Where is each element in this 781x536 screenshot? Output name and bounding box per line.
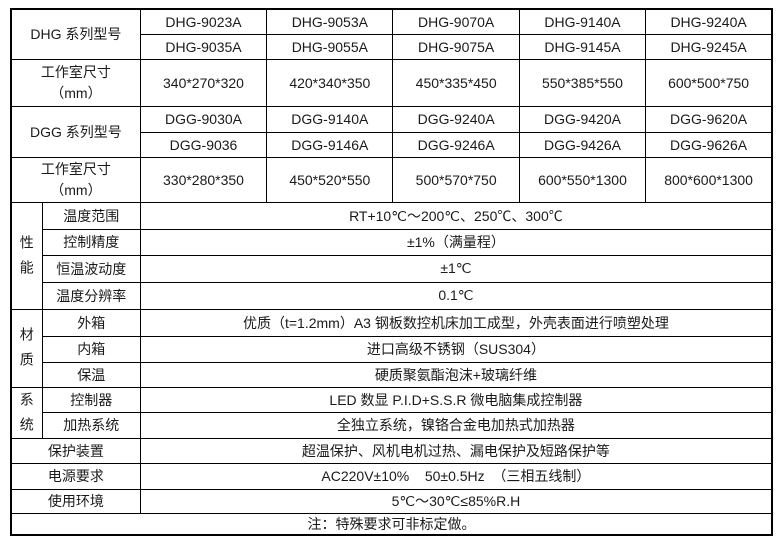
dgg-size-header: 工作室尺寸 （mm） [10,156,141,203]
dhg-model-cell: DHG-9145A [518,33,647,60]
dhg-model-cell: DHG-9055A [266,33,394,60]
dgg-model-cell: DGG-9240A [392,105,520,133]
dgg-model-cell: DGG-9246A [392,131,520,158]
spec-name-cell: 加热系统 [41,411,141,439]
dgg-size-cell: 800*600*1300 [645,156,773,203]
dhg-series-header: DHG 系列型号 [10,8,141,60]
spec-name-cell: 电源要求 [10,462,141,490]
spec-value-cell: 全独立系统，镍铬合金电加热式加热器 [139,411,773,439]
size-header-line2: （mm） [50,181,102,198]
group-label-material: 材质 [10,308,43,388]
spec-value-cell: LED 数显 P.I.D+S.S.R 微电脑集成控制器 [139,386,773,413]
dhg-size-cell: 550*385*550 [518,58,647,107]
dgg-model-cell: DGG-9140A [266,105,394,133]
dhg-model-cell: DHG-9070A [392,8,520,35]
spec-name-cell: 使用环境 [10,488,141,514]
dhg-size-header: 工作室尺寸 （mm） [10,58,141,107]
group-label-text: 性能 [18,234,35,285]
spec-name-cell: 恒温波动度 [41,254,141,283]
spec-value-cell: 5℃～30℃≤85%R.H [139,488,773,514]
spec-name-cell: 外箱 [41,308,141,337]
spec-name-cell: 控制精度 [41,228,141,256]
dhg-model-cell: DHG-9245A [645,33,773,60]
dgg-series-header: DGG 系列型号 [10,105,141,158]
spec-name-cell: 内箱 [41,335,141,363]
dhg-model-cell: DHG-9075A [392,33,520,60]
dhg-model-cell: DHG-9035A [139,33,268,60]
size-header-line2: （mm） [50,84,102,101]
dgg-model-cell: DGG-9420A [518,105,647,133]
dgg-model-cell: DGG-9620A [645,105,773,133]
dgg-model-cell: DGG-9426A [518,131,647,158]
size-header-line1: 工作室尺寸 [40,63,111,80]
spec-table: DHG 系列型号 DHG-9023A DHG-9053A DHG-9070A D… [10,8,773,536]
spec-name-cell: 温度范围 [41,201,141,230]
dgg-size-cell: 330*280*350 [139,156,268,203]
dhg-size-cell: 340*270*320 [139,58,268,107]
dhg-model-cell: DHG-9023A [139,8,268,35]
dgg-model-cell: DGG-9036 [139,131,268,158]
spec-value-cell: ±1℃ [139,254,773,283]
dhg-model-cell: DHG-9053A [266,8,394,35]
size-header-line1: 工作室尺寸 [40,160,111,177]
dgg-size-cell: 450*520*550 [266,156,394,203]
dgg-model-cell: DGG-9030A [139,105,268,133]
dgg-model-cell: DGG-9626A [645,131,773,158]
dhg-size-cell: 600*500*750 [645,58,773,107]
dhg-model-cell: DHG-9240A [645,8,773,35]
dhg-size-cell: 420*340*350 [266,58,394,107]
spec-name-cell: 控制器 [41,386,141,413]
spec-name-cell: 保护装置 [10,437,141,464]
spec-value-cell: 硬质聚氨酯泡沫+玻璃纤维 [139,361,773,388]
group-label-performance: 性能 [10,201,43,310]
spec-value-cell: 进口高级不锈钢（SUS304） [139,335,773,363]
spec-value-cell: 0.1℃ [139,281,773,310]
dhg-size-cell: 450*335*450 [392,58,520,107]
dgg-model-cell: DGG-9146A [266,131,394,158]
group-label-system: 系统 [10,386,43,439]
spec-value-cell: 优质（t=1.2mm）A3 钢板数控机床加工成型，外壳表面进行喷塑处理 [139,308,773,337]
group-label-text: 材质 [18,327,35,377]
spec-name-cell: 温度分辨率 [41,281,141,310]
dgg-size-cell: 500*570*750 [392,156,520,203]
group-label-text: 系统 [18,391,35,438]
spec-value-cell: RT+10℃～200℃、250℃、300℃ [139,201,773,230]
spec-name-cell: 保温 [41,361,141,388]
spec-value-cell: 超温保护、风机电机过热、漏电保护及短路保护等 [139,437,773,464]
dgg-size-cell: 600*550*1300 [518,156,647,203]
spec-value-cell: AC220V±10% 50±0.5Hz （三相五线制） [139,462,773,490]
note-cell: 注：特殊要求可非标定做。 [10,512,773,535]
spec-value-cell: ±1%（满量程） [139,228,773,256]
dhg-model-cell: DHG-9140A [518,8,647,35]
